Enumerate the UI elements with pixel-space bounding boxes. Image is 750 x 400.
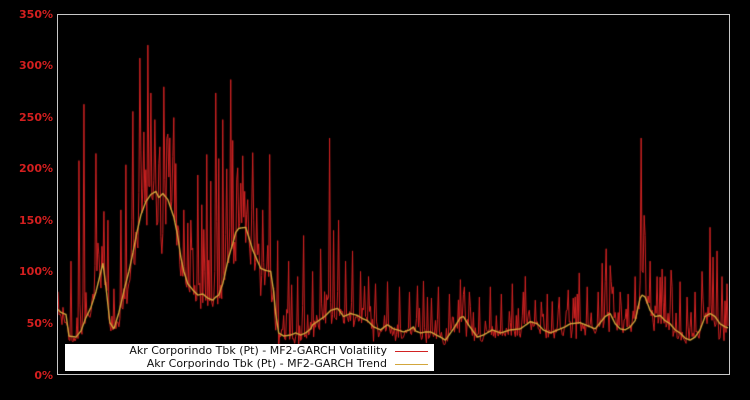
y-tick-label-250: 250% — [19, 110, 53, 124]
legend-item-trend: Akr Corporindo Tbk (Pt) - MF2-GARCH Tren… — [65, 358, 434, 371]
legend-item-volatility: Akr Corporindo Tbk (Pt) - MF2-GARCH Vola… — [65, 345, 434, 358]
y-tick-label-50: 50% — [26, 316, 53, 330]
legend-line-volatility-icon — [395, 350, 428, 352]
legend: Akr Corporindo Tbk (Pt) - MF2-GARCH Vola… — [65, 344, 434, 371]
legend-line-trend-icon — [395, 363, 428, 365]
y-tick-label-300: 300% — [19, 59, 53, 73]
legend-label-trend: Akr Corporindo Tbk (Pt) - MF2-GARCH Tren… — [146, 357, 387, 370]
y-tick-label-350: 350% — [19, 7, 53, 21]
chart-canvas — [58, 15, 729, 374]
plot-area — [57, 14, 730, 375]
y-tick-label-100: 100% — [19, 265, 53, 279]
y-axis-tick-labels: 0% 50% 100% 150% 200% 250% 300% 350% — [0, 0, 53, 400]
y-tick-label-200: 200% — [19, 162, 53, 176]
legend-label-volatility: Akr Corporindo Tbk (Pt) - MF2-GARCH Vola… — [129, 344, 387, 357]
y-tick-label-150: 150% — [19, 213, 53, 227]
y-tick-label-0: 0% — [34, 368, 53, 382]
